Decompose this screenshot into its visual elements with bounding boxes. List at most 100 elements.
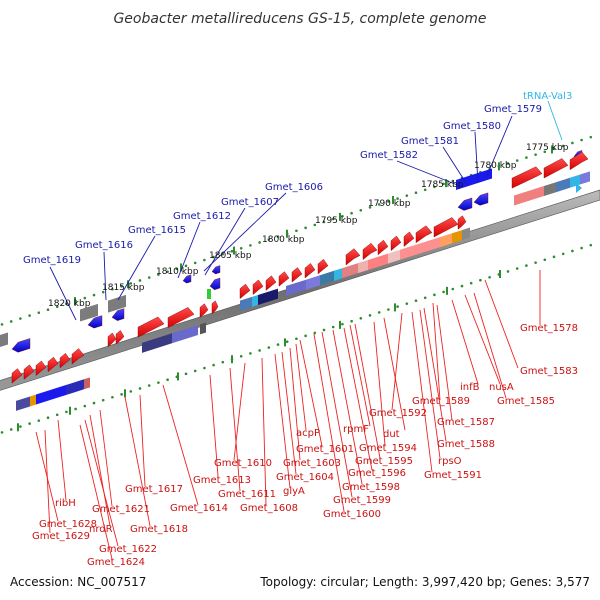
scale-dot xyxy=(589,135,593,139)
gene-label[interactable]: Gmet_1594 xyxy=(359,443,417,454)
gene-label[interactable]: acpP xyxy=(296,428,320,439)
gene-label[interactable]: Gmet_1606 xyxy=(265,182,323,193)
gene-band xyxy=(240,296,252,311)
gene-label[interactable]: Gmet_1578 xyxy=(520,323,578,334)
gene-label[interactable]: Gmet_1581 xyxy=(401,136,459,147)
scale-dot xyxy=(184,264,188,268)
gene-band xyxy=(462,227,470,241)
gene-block xyxy=(456,168,492,190)
gene-label[interactable]: Gmet_1613 xyxy=(193,475,251,486)
scale-dot xyxy=(92,293,96,297)
forward-gene-arrow xyxy=(47,356,59,373)
gene-label[interactable]: Gmet_1607 xyxy=(221,197,279,208)
trna-label[interactable]: tRNA-Val3 xyxy=(523,91,572,102)
scale-dot xyxy=(433,185,436,189)
gene-label[interactable]: Gmet_1618 xyxy=(130,524,188,535)
scale-dot xyxy=(55,305,59,309)
gene-block xyxy=(108,294,126,313)
gene-label[interactable]: Gmet_1582 xyxy=(360,150,418,161)
gene-band xyxy=(452,230,462,244)
gene-label[interactable]: ribH xyxy=(55,498,76,509)
gene-label[interactable]: Gmet_1612 xyxy=(173,211,231,222)
gene-label[interactable]: Gmet_1588 xyxy=(437,439,495,450)
gene-label[interactable]: Gmet_1595 xyxy=(355,456,413,467)
scale-dot xyxy=(129,282,133,285)
track-dot xyxy=(193,369,197,373)
leader-line xyxy=(89,414,111,527)
scale-dot xyxy=(322,220,326,224)
gene-label[interactable]: Gmet_1603 xyxy=(283,458,341,469)
gene-label[interactable]: Gmet_1615 xyxy=(128,225,186,236)
track-dot xyxy=(488,276,491,279)
gene-label[interactable]: Gmet_1585 xyxy=(497,396,555,407)
scale-dot xyxy=(9,320,13,323)
gene-label[interactable]: Gmet_1614 xyxy=(170,503,228,514)
gene-label[interactable]: Gmet_1619 xyxy=(23,255,81,266)
gene-band xyxy=(440,233,452,248)
gene-label[interactable]: Gmet_1610 xyxy=(214,458,272,469)
track-dot xyxy=(469,281,473,285)
leader-line xyxy=(391,312,403,411)
gene-label[interactable]: Gmet_1608 xyxy=(240,503,298,514)
gene-band xyxy=(368,253,388,270)
track-dot xyxy=(396,305,399,308)
gene-block xyxy=(0,332,8,347)
gene-label[interactable]: Gmet_1598 xyxy=(342,482,400,493)
gene-label[interactable]: Gmet_1580 xyxy=(443,121,501,132)
leader-line xyxy=(44,429,51,534)
track-dot xyxy=(368,314,372,317)
gene-label[interactable]: dut xyxy=(383,429,400,440)
gene-label[interactable]: nusA xyxy=(489,382,514,393)
gene-label[interactable]: Gmet_1622 xyxy=(99,544,157,555)
track-dot xyxy=(83,404,87,408)
gene-label[interactable]: rpsO xyxy=(438,456,462,467)
gene-label[interactable]: Gmet_1624 xyxy=(87,557,145,568)
track-dot xyxy=(460,284,464,288)
gene-label[interactable]: Gmet_1600 xyxy=(323,509,381,520)
leader-line xyxy=(474,131,479,184)
scale-dot xyxy=(368,206,372,209)
gene-label[interactable]: Gmet_1601 xyxy=(296,444,354,455)
track-dot xyxy=(157,381,160,384)
gene-label[interactable]: Gmet_1628 xyxy=(39,519,97,530)
gene-label[interactable]: Gmet_1587 xyxy=(437,417,495,428)
scale-dot xyxy=(405,194,409,197)
gene-label[interactable]: Gmet_1599 xyxy=(333,495,391,506)
track-dot xyxy=(166,378,169,382)
scale-dot xyxy=(276,235,280,238)
gene-label[interactable]: Gmet_1629 xyxy=(32,531,90,542)
gene-label[interactable]: rpmF xyxy=(343,424,369,435)
forward-gene-arrow xyxy=(252,279,264,295)
gene-label[interactable]: Gmet_1616 xyxy=(75,240,133,251)
leader-line xyxy=(229,367,241,492)
gene-label[interactable]: Gmet_1604 xyxy=(276,472,334,483)
scale-dot xyxy=(552,147,556,151)
gene-label[interactable]: glyA xyxy=(283,486,305,497)
gene-label[interactable]: Gmet_1583 xyxy=(520,366,578,377)
track-dot xyxy=(212,363,215,367)
gene-label[interactable]: Gmet_1579 xyxy=(484,104,542,115)
gene-band xyxy=(570,174,580,188)
gene-label[interactable]: Gmet_1617 xyxy=(125,484,183,495)
track-dot xyxy=(580,246,583,250)
gene-label[interactable]: Gmet_1611 xyxy=(218,489,276,500)
leader-line xyxy=(289,347,301,461)
gene-label[interactable]: infB xyxy=(460,382,480,393)
gene-label[interactable]: Gmet_1589 xyxy=(412,396,470,407)
gene-band xyxy=(16,396,30,411)
leader-line xyxy=(332,329,363,485)
leader-line xyxy=(419,309,441,459)
leader-line xyxy=(57,419,67,501)
scale-dot xyxy=(396,197,399,200)
track-dot xyxy=(184,372,188,376)
track-dot xyxy=(46,416,50,420)
gene-label[interactable]: nrdR xyxy=(89,524,113,535)
scale-dot xyxy=(304,226,307,230)
gene-band xyxy=(252,294,258,307)
gene-label[interactable]: Gmet_1591 xyxy=(424,470,482,481)
gene-label[interactable]: Gmet_1592 xyxy=(369,408,427,419)
gene-label[interactable]: Gmet_1621 xyxy=(92,504,150,515)
forward-gene-arrow xyxy=(265,275,277,291)
track-dot xyxy=(506,270,510,273)
gene-label[interactable]: Gmet_1596 xyxy=(348,468,406,479)
